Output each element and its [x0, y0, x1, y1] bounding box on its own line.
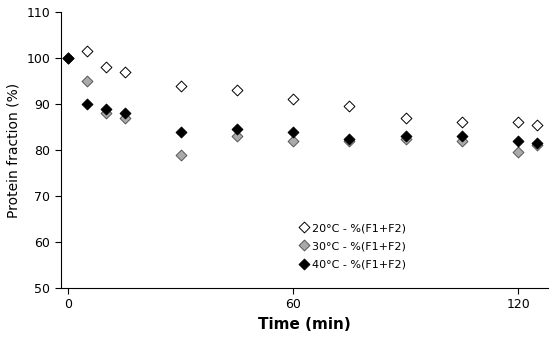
40°C - %(F1+F2) [83, 101, 92, 107]
30°C - %(F1+F2) [513, 149, 522, 155]
40°C - %(F1+F2) [532, 140, 541, 146]
40°C - %(F1+F2) [233, 126, 241, 132]
40°C - %(F1+F2) [513, 138, 522, 143]
40°C - %(F1+F2) [289, 129, 297, 134]
20°C - %(F1+F2) [120, 69, 129, 75]
20°C - %(F1+F2) [102, 64, 110, 70]
20°C - %(F1+F2) [457, 120, 466, 125]
30°C - %(F1+F2) [289, 138, 297, 143]
30°C - %(F1+F2) [457, 138, 466, 143]
40°C - %(F1+F2) [102, 106, 110, 111]
20°C - %(F1+F2) [401, 115, 410, 120]
30°C - %(F1+F2) [102, 111, 110, 116]
Legend: 20°C - %(F1+F2), 30°C - %(F1+F2), 40°C - %(F1+F2): 20°C - %(F1+F2), 30°C - %(F1+F2), 40°C -… [295, 218, 411, 274]
30°C - %(F1+F2) [401, 136, 410, 141]
40°C - %(F1+F2) [401, 134, 410, 139]
20°C - %(F1+F2) [176, 83, 185, 88]
20°C - %(F1+F2) [289, 97, 297, 102]
30°C - %(F1+F2) [233, 134, 241, 139]
20°C - %(F1+F2) [233, 87, 241, 93]
40°C - %(F1+F2) [345, 136, 354, 141]
40°C - %(F1+F2) [64, 55, 73, 61]
30°C - %(F1+F2) [532, 143, 541, 148]
20°C - %(F1+F2) [345, 104, 354, 109]
30°C - %(F1+F2) [83, 78, 92, 84]
Y-axis label: Protein fraction (%): Protein fraction (%) [7, 82, 21, 218]
40°C - %(F1+F2) [457, 134, 466, 139]
20°C - %(F1+F2) [513, 120, 522, 125]
X-axis label: Time (min): Time (min) [258, 317, 351, 332]
20°C - %(F1+F2) [83, 48, 92, 54]
40°C - %(F1+F2) [120, 111, 129, 116]
40°C - %(F1+F2) [176, 129, 185, 134]
20°C - %(F1+F2) [64, 55, 73, 61]
30°C - %(F1+F2) [120, 115, 129, 120]
30°C - %(F1+F2) [345, 138, 354, 143]
30°C - %(F1+F2) [176, 152, 185, 157]
30°C - %(F1+F2) [64, 55, 73, 61]
20°C - %(F1+F2) [532, 122, 541, 127]
